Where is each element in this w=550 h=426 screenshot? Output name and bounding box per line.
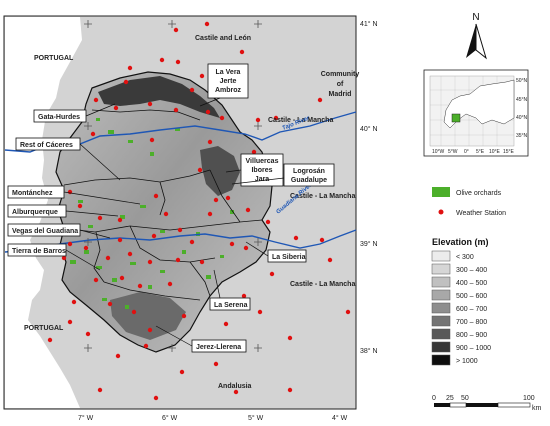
- lat-tick-38: 38° N: [360, 347, 378, 355]
- elevation-swatch: [431, 354, 451, 366]
- inset-lon-10e: 10°E: [489, 149, 501, 155]
- elevation-title: Elevation (m): [432, 237, 489, 247]
- elevation-swatch: [431, 276, 451, 288]
- lon-tick-6w: 6° W: [162, 414, 178, 422]
- weather-stations: [47, 21, 351, 401]
- zone-montanchez: Montánchez: [12, 190, 53, 197]
- region-castile-mancha-3: Castile - La Mancha: [290, 281, 355, 288]
- elevation-label: 700 – 800: [456, 319, 487, 326]
- zone-villuercas-3: Jara: [255, 176, 270, 183]
- inset-lat-50: 50°N: [516, 78, 528, 84]
- elevation-label: 900 – 1000: [456, 345, 491, 352]
- north-label: N: [472, 12, 479, 23]
- mountain-north: [98, 76, 220, 118]
- zone-alburquerque: Alburquerque: [12, 209, 58, 216]
- scale-tick-0: 0: [432, 395, 436, 402]
- elevation-label: 800 – 900: [456, 332, 487, 339]
- elevation-label: < 300: [456, 254, 474, 261]
- zone-gata-hurdes: Gata-Hurdes: [38, 114, 80, 121]
- zone-villuercas-1: Villuercas: [246, 158, 279, 165]
- elevation-label: 500 – 600: [456, 293, 487, 300]
- inset-map: 50°N 45°N 40°N 35°N 10°W 5°W 0° 5°E 10°E…: [423, 69, 529, 157]
- lat-tick-41: 41° N: [360, 20, 378, 28]
- mountain-south: [110, 292, 186, 340]
- zone-la-serena: La Serena: [214, 302, 248, 309]
- zone-logrosan-2: Guadalupe: [291, 177, 327, 184]
- olive-orchards: [70, 118, 234, 309]
- region-castile-mancha-1: Castile - La Mancha: [268, 117, 333, 124]
- region-madrid-line1: Community: [321, 71, 360, 78]
- scale-unit: km: [532, 405, 542, 412]
- region-castile-mancha-2: Castile - La Mancha: [290, 193, 355, 200]
- lon-tick-5w: 5° W: [248, 414, 264, 422]
- zone-jerez-llerena: Jerez-Llerena: [196, 344, 241, 351]
- elevation-label: 600 – 700: [456, 306, 487, 313]
- zone-tierra-barros: Tierra de Barros: [12, 248, 66, 255]
- region-madrid-line3: Madrid: [329, 91, 352, 98]
- zone-boundaries: [59, 109, 263, 301]
- elevation-swatch: [431, 315, 451, 327]
- legend-symbols: Olive orchards Weather Station: [432, 187, 506, 217]
- elevation-swatch: [431, 302, 451, 314]
- legend-olive-label: Olive orchards: [456, 190, 502, 197]
- portugal-area: [5, 17, 82, 408]
- inset-lat-35: 35°N: [516, 133, 528, 139]
- elevation-legend: Elevation (m) < 300 300 – 400 400 – 500 500…: [431, 237, 491, 366]
- inset-lat-40: 40°N: [516, 115, 528, 121]
- lat-tick-39: 39° N: [360, 240, 378, 248]
- inset-lon-15e: 15°E: [503, 149, 515, 155]
- inset-lon-5e: 5°E: [476, 149, 485, 155]
- zone-logrosan-1: Logrosán: [293, 168, 325, 175]
- zone-la-vera-3: Ambroz: [215, 87, 242, 94]
- inset-lat-45: 45°N: [516, 97, 528, 103]
- lat-tick-40: 40° N: [360, 125, 378, 133]
- inset-study-area: [451, 113, 461, 123]
- elevation-label: 400 – 500: [456, 280, 487, 287]
- inset-lon-5w: 5°W: [448, 149, 458, 155]
- zone-la-vera-2: Jerte: [220, 78, 237, 85]
- elevation-label: 300 – 400: [456, 267, 487, 274]
- zone-la-siberia: La Siberia: [272, 254, 306, 261]
- lon-tick-4w: 4° W: [332, 414, 348, 422]
- scale-tick-25: 25: [446, 395, 454, 402]
- legend-olive-swatch: [432, 187, 450, 197]
- elevation-swatch: [431, 341, 451, 353]
- scale-tick-100: 100: [523, 395, 535, 402]
- zone-rest-caceres: Rest of Cáceres: [20, 142, 73, 149]
- inset-lon-10w: 10°W: [432, 149, 445, 155]
- zone-la-vera-1: La Vera: [216, 69, 241, 76]
- mountain-villuercas: [200, 146, 240, 196]
- region-andalusia: Andalusia: [218, 383, 252, 390]
- zone-labels: La Vera Jerte Ambroz Gata-Hurdes Rest of…: [7, 63, 335, 353]
- lon-tick-7w: 7° W: [78, 414, 94, 422]
- region-portugal-1: PORTUGAL: [34, 55, 74, 62]
- north-arrow-icon: N: [466, 12, 487, 60]
- graticule-crosses: [84, 20, 262, 352]
- zone-vegas-guadiana: Vegas del Guadiana: [12, 228, 78, 235]
- elevation-swatch: [431, 250, 451, 262]
- elevation-swatch: [431, 263, 451, 275]
- region-portugal-2: PORTUGAL: [24, 325, 64, 332]
- inset-lon-0: 0°: [464, 149, 469, 155]
- elevation-swatch: [431, 289, 451, 301]
- legend-station-dot: [438, 209, 444, 215]
- scale-tick-50: 50: [461, 395, 469, 402]
- legend-station-label: Weather Station: [456, 210, 506, 217]
- region-castile-leon: Castile and León: [195, 35, 251, 42]
- elevation-label: > 1000: [456, 358, 478, 365]
- region-madrid-line2: of: [337, 81, 344, 88]
- zone-villuercas-2: Ibores: [251, 167, 272, 174]
- elevation-swatch: [431, 328, 451, 340]
- main-map: Castile and León Community of Madrid Cas…: [3, 15, 360, 410]
- scale-bar: 0 25 50 100 km: [432, 395, 542, 412]
